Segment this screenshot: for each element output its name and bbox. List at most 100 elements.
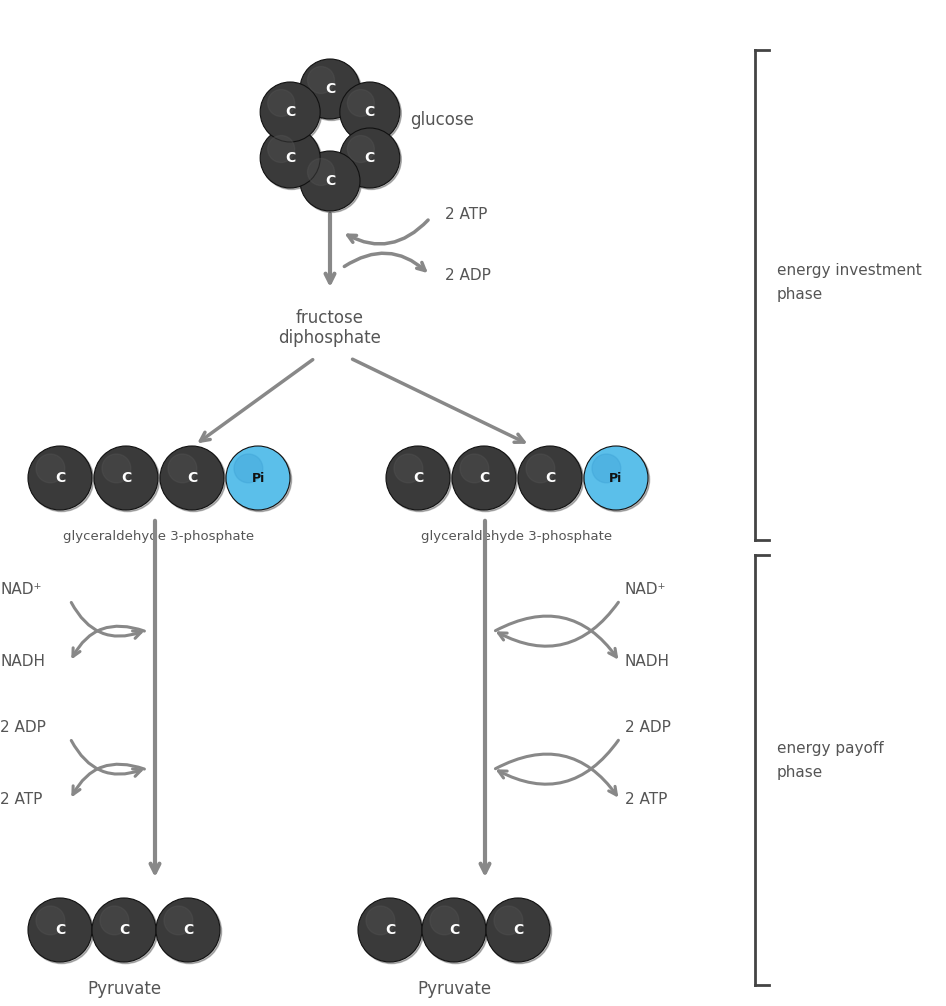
Circle shape <box>302 153 361 212</box>
Circle shape <box>234 454 263 483</box>
Circle shape <box>519 448 584 512</box>
Circle shape <box>92 898 156 962</box>
Circle shape <box>102 454 131 483</box>
Circle shape <box>359 899 424 964</box>
Circle shape <box>422 898 486 962</box>
Circle shape <box>518 446 582 510</box>
Circle shape <box>36 454 64 483</box>
Text: C: C <box>324 82 335 96</box>
Circle shape <box>300 59 360 119</box>
Text: C: C <box>365 105 375 119</box>
Text: C: C <box>55 923 65 937</box>
Text: C: C <box>187 471 197 485</box>
Text: phase: phase <box>777 766 823 781</box>
Text: C: C <box>121 471 131 485</box>
Text: fructose: fructose <box>296 309 364 327</box>
Circle shape <box>307 159 335 185</box>
Text: NAD⁺: NAD⁺ <box>625 582 667 598</box>
Circle shape <box>486 898 550 962</box>
Circle shape <box>340 128 400 188</box>
Circle shape <box>260 128 320 188</box>
Circle shape <box>158 899 221 964</box>
Text: NADH: NADH <box>625 655 670 670</box>
Circle shape <box>394 454 423 483</box>
Text: energy investment: energy investment <box>777 263 921 278</box>
Circle shape <box>300 151 360 211</box>
Circle shape <box>168 454 197 483</box>
Circle shape <box>260 82 320 142</box>
Text: C: C <box>412 471 423 485</box>
Circle shape <box>452 446 516 510</box>
Circle shape <box>487 899 552 964</box>
Text: diphosphate: diphosphate <box>278 329 381 347</box>
Text: C: C <box>285 151 295 165</box>
Circle shape <box>100 906 129 935</box>
Circle shape <box>262 130 322 189</box>
Circle shape <box>96 448 160 512</box>
Circle shape <box>358 898 422 962</box>
Text: glyceraldehyde 3-phosphate: glyceraldehyde 3-phosphate <box>63 530 254 543</box>
Circle shape <box>494 906 523 935</box>
Circle shape <box>162 448 225 512</box>
Circle shape <box>347 136 375 163</box>
Circle shape <box>388 448 451 512</box>
Circle shape <box>94 899 158 964</box>
Circle shape <box>29 448 94 512</box>
Circle shape <box>366 906 394 935</box>
Text: phase: phase <box>777 288 823 303</box>
Text: C: C <box>479 471 489 485</box>
Circle shape <box>262 83 322 144</box>
Text: glucose: glucose <box>410 111 474 129</box>
Text: Pyruvate: Pyruvate <box>87 980 161 998</box>
Circle shape <box>342 130 401 189</box>
Circle shape <box>228 448 291 512</box>
Circle shape <box>94 446 158 510</box>
Text: 2 ADP: 2 ADP <box>625 720 671 735</box>
Text: C: C <box>119 923 129 937</box>
Text: C: C <box>385 923 395 937</box>
Text: C: C <box>183 923 193 937</box>
Text: C: C <box>55 471 65 485</box>
Text: C: C <box>365 151 375 165</box>
Text: C: C <box>324 174 335 188</box>
Circle shape <box>164 906 193 935</box>
Text: C: C <box>448 923 459 937</box>
Text: 2 ATP: 2 ATP <box>0 793 43 808</box>
Circle shape <box>592 454 621 483</box>
Text: C: C <box>545 471 555 485</box>
Text: NAD⁺: NAD⁺ <box>0 582 42 598</box>
Circle shape <box>386 446 450 510</box>
Circle shape <box>36 906 64 935</box>
Circle shape <box>347 90 375 117</box>
Circle shape <box>160 446 224 510</box>
Circle shape <box>424 899 487 964</box>
Text: C: C <box>285 105 295 119</box>
Text: 2 ADP: 2 ADP <box>0 720 45 735</box>
Circle shape <box>29 899 94 964</box>
Circle shape <box>584 446 648 510</box>
Circle shape <box>268 90 294 117</box>
Text: 2 ATP: 2 ATP <box>625 793 667 808</box>
Circle shape <box>28 446 92 510</box>
Circle shape <box>268 136 294 163</box>
Text: glyceraldehyde 3-phosphate: glyceraldehyde 3-phosphate <box>421 530 613 543</box>
Circle shape <box>526 454 554 483</box>
Circle shape <box>307 66 335 94</box>
Circle shape <box>156 898 220 962</box>
Circle shape <box>302 60 361 121</box>
Circle shape <box>28 898 92 962</box>
Text: NADH: NADH <box>0 655 45 670</box>
Text: 2 ADP: 2 ADP <box>445 268 491 283</box>
Circle shape <box>460 454 489 483</box>
Text: Pi: Pi <box>252 472 265 485</box>
Text: C: C <box>513 923 523 937</box>
Text: Pi: Pi <box>609 472 622 485</box>
Circle shape <box>226 446 290 510</box>
Circle shape <box>340 82 400 142</box>
Text: energy payoff: energy payoff <box>777 740 884 756</box>
Text: Pyruvate: Pyruvate <box>417 980 491 998</box>
Circle shape <box>430 906 459 935</box>
Circle shape <box>586 448 650 512</box>
Text: 2 ATP: 2 ATP <box>445 206 487 221</box>
Circle shape <box>453 448 517 512</box>
